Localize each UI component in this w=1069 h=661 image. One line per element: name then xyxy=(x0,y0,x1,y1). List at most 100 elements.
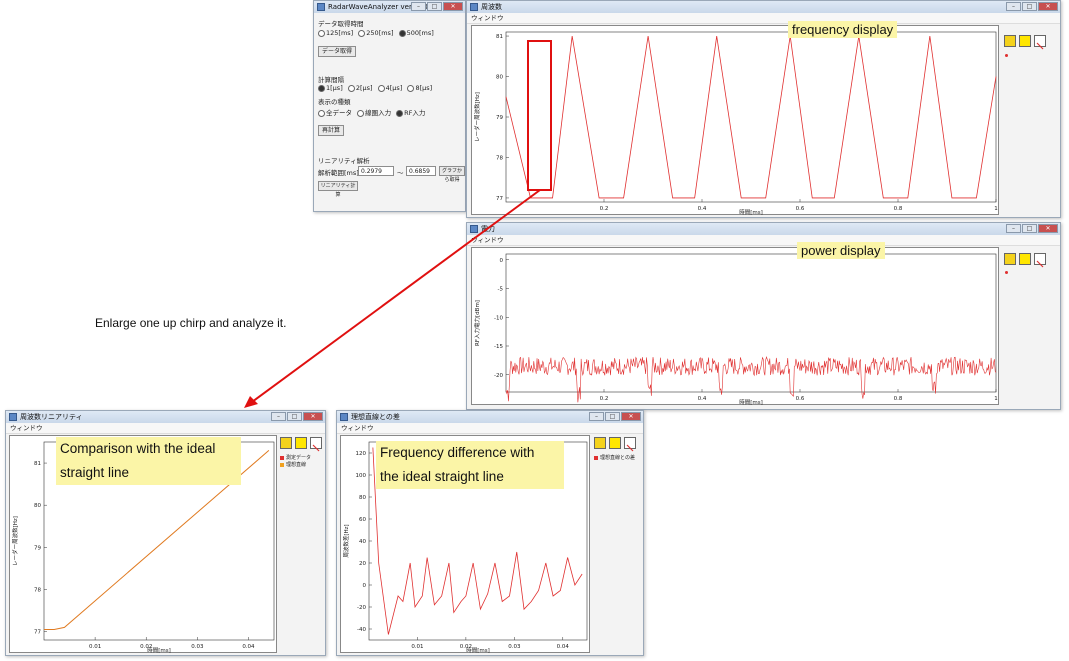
calc-option-1: 1[μs] xyxy=(326,84,343,92)
calc-radio-group: 1[μs] 2[μs] 4[μs] 8[μs] xyxy=(318,84,432,92)
x-tick-label: 0.8 xyxy=(894,396,903,402)
calc-option-8: 8[μs] xyxy=(415,84,433,92)
zoom-tool-icon[interactable] xyxy=(1004,35,1016,47)
y-tick-label: 100 xyxy=(356,473,367,479)
close-icon[interactable]: ✕ xyxy=(443,2,463,11)
freq-diff-line-1: Frequency difference with xyxy=(380,445,535,460)
display-radio-line[interactable] xyxy=(357,109,365,117)
display-radio-group: 全データ 線圏入力 RF入力 xyxy=(318,107,425,117)
difference-legend: 理想直線との差 xyxy=(594,455,635,462)
x-tick-label: 0.4 xyxy=(698,396,707,402)
power-title: 電力 xyxy=(481,225,495,233)
legend-label: 理想直線との差 xyxy=(600,455,635,461)
y-axis-label: 周波数差[Hz] xyxy=(342,524,350,557)
calc-radio-1[interactable] xyxy=(318,84,325,92)
select-tool-icon[interactable] xyxy=(1034,35,1046,50)
display-radio-all[interactable] xyxy=(318,109,325,117)
x-axis-label: 時間[ms] xyxy=(466,646,490,654)
pan-tool-icon[interactable] xyxy=(1019,253,1031,265)
app-icon xyxy=(317,3,325,11)
acq-time-label: データ取得時間 xyxy=(318,20,364,28)
acq-radio-250[interactable] xyxy=(358,29,366,37)
from-graph-button[interactable]: グラフから取得 xyxy=(439,166,465,183)
range-to-input[interactable]: 0.6859 xyxy=(406,166,436,176)
legend-item: 理想直線 xyxy=(280,462,311,469)
y-tick-label: 79 xyxy=(34,545,41,551)
power-plot-area[interactable]: 0.2 0.4 0.6 0.8 1 0 -5 -10 -15 -20 時間[ms] RF入力電力[dB… xyxy=(471,247,999,406)
range-label: 解析範囲[ms] xyxy=(318,169,359,177)
legend-item: 測定データ xyxy=(280,455,311,462)
y-axis-label: レーダー周波数[Hz] xyxy=(473,92,481,142)
acq-radio-125[interactable] xyxy=(318,29,325,37)
comparison-callout: Comparison with the ideal straight line xyxy=(56,437,241,485)
control-panel-window: RadarWaveAnalyzer ver 1.00 – □ ✕ データ取得時間 1… xyxy=(313,0,466,212)
minimize-icon[interactable]: – xyxy=(1006,2,1021,11)
app-icon xyxy=(340,413,348,421)
calc-option-4: 4[μs] xyxy=(385,84,403,92)
x-tick-label: 0.03 xyxy=(191,644,204,650)
linearity-calc-button[interactable]: リニアリティ計算 xyxy=(318,181,358,198)
acquire-button[interactable]: データ取得 xyxy=(318,46,356,57)
close-icon[interactable]: ✕ xyxy=(621,412,641,421)
select-tool-icon[interactable] xyxy=(310,437,322,452)
comparison-line-1: Comparison with the ideal xyxy=(60,441,216,456)
zoom-tool-icon[interactable] xyxy=(280,437,292,449)
y-tick-label: -10 xyxy=(494,315,503,321)
select-tool-icon[interactable] xyxy=(1034,253,1046,268)
frequency-title: 周波数 xyxy=(481,3,502,11)
close-icon[interactable]: ✕ xyxy=(1038,2,1058,11)
arrow-head xyxy=(244,396,258,408)
frequency-menu[interactable]: ウィンドウ xyxy=(467,13,1060,24)
x-tick-label: 0.04 xyxy=(557,644,570,650)
x-axis-label: 時間[ms] xyxy=(147,646,171,654)
maximize-icon[interactable]: □ xyxy=(1022,2,1037,11)
maximize-icon[interactable]: □ xyxy=(605,412,620,421)
x-tick-label: 0.8 xyxy=(894,206,903,212)
frequency-display-callout: frequency display xyxy=(788,21,898,38)
minimize-icon[interactable]: – xyxy=(271,412,286,421)
maximize-icon[interactable]: □ xyxy=(427,2,442,11)
acq-radio-500[interactable] xyxy=(398,29,406,37)
calc-radio-8[interactable] xyxy=(407,84,415,92)
x-tick-label: 1 xyxy=(994,396,998,402)
minimize-icon[interactable]: – xyxy=(411,2,426,11)
display-radio-rf[interactable] xyxy=(396,109,404,117)
acq-radio-group: 125[ms] 250[ms] 500[ms] xyxy=(318,29,434,37)
acq-option-500: 500[ms] xyxy=(406,29,434,37)
frequency-plot-area[interactable]: 0.2 0.4 0.6 0.8 1 81 80 79 78 77 時間[ms] レーダー周波数[Hz] xyxy=(471,25,999,216)
calc-radio-4[interactable] xyxy=(377,84,385,92)
power-menu[interactable]: ウィンドウ xyxy=(467,235,1060,246)
linearity-menu[interactable]: ウィンドウ xyxy=(6,423,325,434)
x-axis-label: 時間[ms] xyxy=(739,398,763,406)
maximize-icon[interactable]: □ xyxy=(1022,224,1037,233)
close-icon[interactable]: ✕ xyxy=(303,412,323,421)
zoom-tool-icon[interactable] xyxy=(594,437,606,449)
zoom-tool-icon[interactable] xyxy=(1004,253,1016,265)
x-tick-label: 0.02 xyxy=(460,644,472,650)
display-option-all: 全データ xyxy=(326,109,352,117)
x-tick-label: 0.01 xyxy=(89,644,101,650)
recalc-button[interactable]: 再計算 xyxy=(318,125,344,136)
select-tool-icon[interactable] xyxy=(624,437,636,452)
y-tick-label: 78 xyxy=(34,587,41,593)
minimize-icon[interactable]: – xyxy=(589,412,604,421)
y-tick-label: 120 xyxy=(356,451,367,457)
power-titlebar: 電力 – □ ✕ xyxy=(467,223,1060,235)
x-tick-label: 0.04 xyxy=(242,644,255,650)
minimize-icon[interactable]: – xyxy=(1006,224,1021,233)
range-from-input[interactable]: 0.2979 xyxy=(358,166,394,176)
pan-tool-icon[interactable] xyxy=(609,437,621,449)
y-tick-label: 79 xyxy=(496,115,503,121)
maximize-icon[interactable]: □ xyxy=(287,412,302,421)
y-tick-label: -15 xyxy=(494,344,503,350)
difference-menu[interactable]: ウィンドウ xyxy=(337,423,643,434)
y-tick-label: 81 xyxy=(34,461,41,467)
x-tick-label: 0.03 xyxy=(508,644,521,650)
close-icon[interactable]: ✕ xyxy=(1038,224,1058,233)
calc-radio-2[interactable] xyxy=(347,84,355,92)
pan-tool-icon[interactable] xyxy=(1019,35,1031,47)
acq-option-125: 125[ms] xyxy=(326,29,354,37)
pan-tool-icon[interactable] xyxy=(295,437,307,449)
x-tick-label: 0.6 xyxy=(796,396,805,402)
calc-interval-label: 計算間隔 xyxy=(318,76,344,84)
